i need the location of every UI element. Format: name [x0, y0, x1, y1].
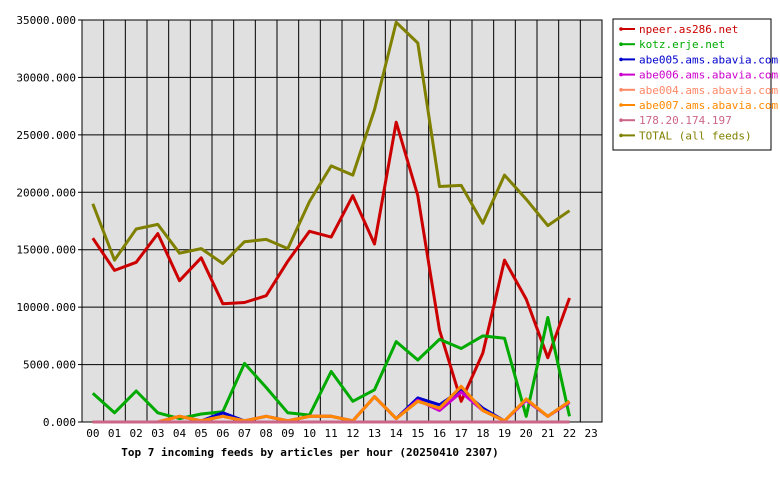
x-axis-ticks: 00 01 02 03 04 05 06 07 08 09 10 11 12 13 14 15 16 17 18 19… [86, 427, 598, 440]
legend-label: abe007.ams.abavia.com [639, 99, 778, 112]
series-layer [91, 20, 571, 424]
y-tick-label: 15000.000 [16, 244, 76, 257]
y-tick-label: 25000.000 [16, 129, 76, 142]
legend-marker [619, 88, 623, 92]
x-tick-label: 06 [216, 427, 229, 440]
legend-marker [619, 42, 623, 46]
legend-marker [619, 57, 623, 62]
legend-box [612, 18, 772, 151]
chart-title: Top 7 incoming feeds by articles per hou… [121, 446, 499, 459]
legend: npeer.as286.net kotz.erje.net abe005.ams.a… [612, 18, 778, 151]
legend-marker [619, 27, 623, 31]
series-line-total-all-feeds [91, 20, 571, 265]
series-line-abe007-ams-abavia-com [92, 384, 571, 424]
legend-label: abe005.ams.abavia.com [639, 53, 778, 66]
y-axis-ticks: 0.000 5000.000 10000.000 15000.000 20000.000… [16, 14, 76, 429]
y-tick-label: 30000.000 [16, 71, 76, 84]
x-tick-label: 07 [238, 427, 251, 440]
x-tick-label: 21 [541, 427, 554, 440]
x-tick-label: 01 [108, 427, 121, 440]
x-tick-label: 04 [173, 427, 187, 440]
x-tick-label: 05 [195, 427, 208, 440]
legend-label: npeer.as286.net [639, 23, 738, 36]
x-tick-label: 19 [498, 427, 511, 440]
x-tick-label: 10 [303, 427, 316, 440]
legend-label: abe006.ams.abavia.com [639, 69, 778, 82]
x-tick-label: 12 [346, 427, 359, 440]
x-tick-label: 18 [476, 427, 489, 440]
x-tick-label: 08 [260, 427, 273, 440]
x-tick-label: 23 [585, 427, 598, 440]
y-tick-label: 5000.000 [23, 359, 76, 372]
x-tick-label: 14 [390, 427, 404, 440]
x-tick-label: 22 [563, 427, 576, 440]
series-line-npeer-as286-net [91, 120, 571, 403]
legend-marker [619, 133, 623, 138]
legend-label: TOTAL (all feeds) [639, 129, 752, 142]
x-tick-label: 15 [411, 427, 424, 440]
x-tick-label: 03 [151, 427, 164, 440]
x-tick-label: 17 [455, 427, 468, 440]
y-tick-label: 20000.000 [16, 186, 76, 199]
plot-area [78, 19, 603, 423]
legend-label: kotz.erje.net [639, 38, 725, 51]
legend-marker [619, 72, 623, 77]
x-tick-label: 00 [86, 427, 99, 440]
x-tick-label: 13 [368, 427, 381, 440]
y-tick-label: 35000.000 [16, 14, 76, 27]
x-tick-label: 20 [520, 427, 533, 440]
x-tick-label: 11 [325, 427, 338, 440]
legend-label: abe004.ams.abavia.com [639, 84, 778, 97]
y-tick-label: 0.000 [43, 416, 76, 429]
legend-marker [619, 103, 623, 107]
x-tick-label: 02 [130, 427, 143, 440]
y-tick-label: 10000.000 [16, 301, 76, 314]
legend-marker [619, 118, 623, 122]
x-tick-label: 16 [433, 427, 446, 440]
legend-label: 178.20.174.197 [639, 114, 732, 127]
x-tick-label: 09 [281, 427, 294, 440]
